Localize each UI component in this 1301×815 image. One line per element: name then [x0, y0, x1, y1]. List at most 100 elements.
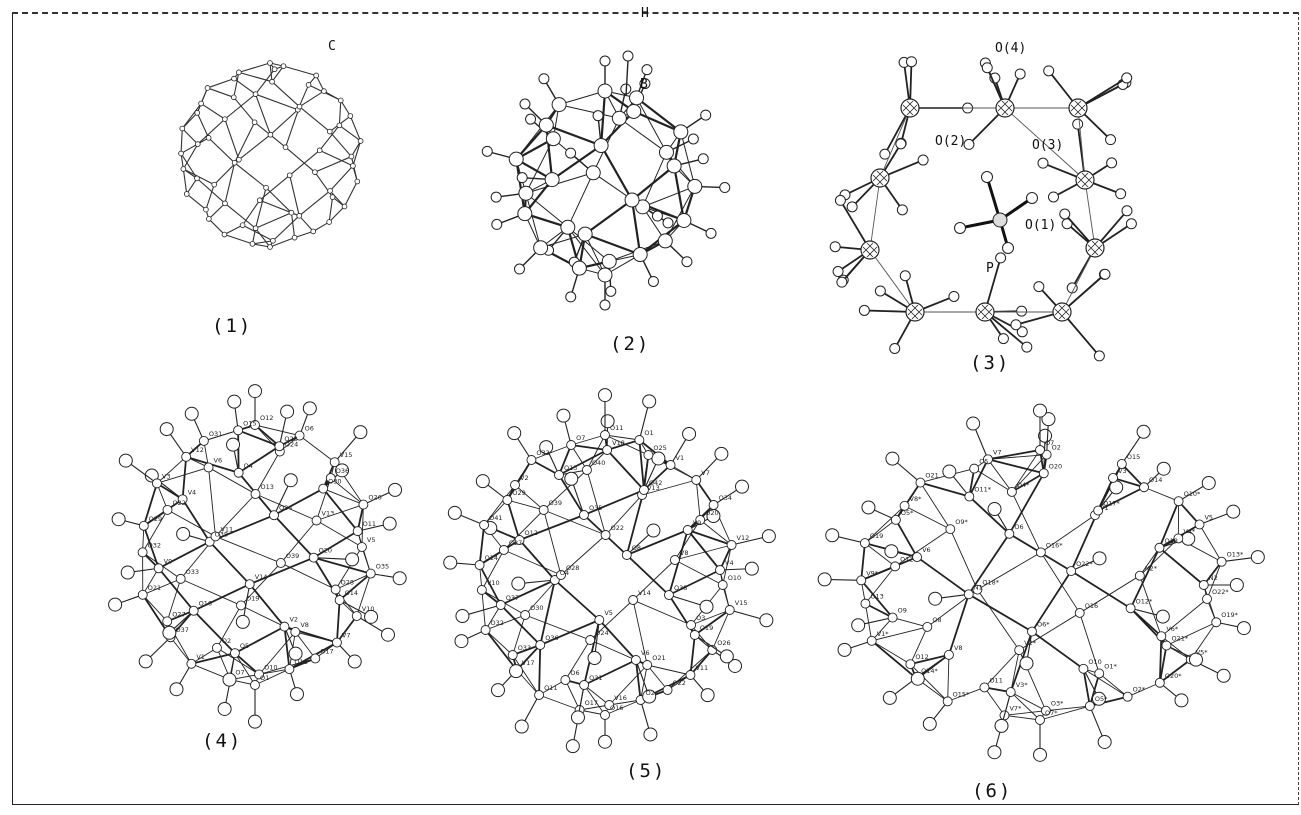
- vanadium-atom: [856, 575, 867, 586]
- v-o-bond: [156, 456, 187, 484]
- boron-atom: [508, 151, 524, 167]
- v-o-bond: [920, 481, 970, 498]
- bond: [181, 128, 199, 145]
- hydrogen-atom: [705, 227, 717, 239]
- vanadium-atom: [236, 600, 246, 611]
- vanadium-atom: [554, 470, 564, 480]
- v-o-bond: [641, 479, 697, 496]
- carbon-atom: [221, 231, 228, 238]
- b-b-bond: [567, 226, 606, 276]
- vanadium-atom: [318, 483, 329, 494]
- vanadium-atom: [1108, 472, 1118, 483]
- bond: [352, 140, 362, 167]
- carbon-atom: [326, 128, 333, 135]
- v-o-bond: [564, 639, 591, 681]
- terminal-oxygen-atom: [248, 714, 262, 729]
- panel-1: C (1): [170, 35, 370, 355]
- v-o-bond: [294, 631, 316, 659]
- v-o-bond: [208, 467, 256, 495]
- v-o-bond: [479, 539, 521, 566]
- v-o-bond: [538, 679, 566, 696]
- atom-label: O5: [979, 458, 988, 466]
- b-b-bond: [630, 199, 642, 255]
- terminal-oxygen-atom: [1033, 403, 1047, 418]
- vanadium-atom: [507, 650, 518, 660]
- hydrogen-atom: [519, 98, 531, 110]
- v-o-bond: [1079, 612, 1100, 674]
- terminal-oxygen-atom: [443, 555, 458, 570]
- v-o-bond: [643, 464, 672, 491]
- bond: [224, 162, 236, 204]
- b-h-bond: [625, 59, 629, 97]
- atom-label: V15: [340, 451, 353, 459]
- v-o-bond: [711, 609, 731, 651]
- metal-hatch: [1077, 172, 1093, 188]
- terminal-oxygen-atom: [511, 576, 526, 591]
- vanadium-atom: [520, 610, 531, 620]
- vanadium-atom: [294, 430, 305, 441]
- atom-label: V6: [214, 456, 223, 464]
- oxygen-atom: [1026, 192, 1038, 204]
- v-o-bond: [1045, 705, 1090, 712]
- atom-label: V12: [737, 534, 750, 542]
- v-o-bond: [668, 569, 721, 596]
- vanadium-atom: [717, 580, 728, 590]
- terminal-oxygen-atom: [1041, 412, 1056, 427]
- hydrogen-atom: [592, 110, 604, 122]
- v-o-bond: [142, 483, 158, 527]
- v-o-bond: [632, 599, 692, 626]
- bond: [181, 103, 202, 129]
- atom-label: O21: [652, 654, 665, 662]
- carbon-atom: [180, 166, 187, 172]
- framework-bond: [1077, 107, 1086, 181]
- atom-label: V7: [701, 469, 710, 477]
- bond: [255, 212, 292, 229]
- vanadium-atom: [210, 531, 221, 542]
- atom-label: O35: [376, 563, 389, 571]
- atom-label: O5: [240, 642, 249, 650]
- oxygen-atom: [896, 204, 908, 216]
- atom-label: V18: [612, 439, 625, 447]
- bond: [238, 71, 273, 83]
- boron-atom: [658, 144, 674, 160]
- oxygen-atom: [1105, 134, 1117, 146]
- hydrogen-atom: [647, 275, 659, 287]
- terminal-oxygen-atom: [651, 451, 666, 466]
- caption-3: (3): [970, 352, 1011, 374]
- caption-6: (6): [972, 780, 1013, 802]
- m-o-bond: [839, 199, 871, 251]
- terminal-oxygen-atom: [642, 394, 657, 409]
- metal-hatch: [902, 100, 918, 116]
- v-o-bond: [336, 615, 358, 644]
- v-o-bond: [894, 528, 951, 567]
- boron-atom: [597, 267, 613, 283]
- terminal-oxygen-atom: [1216, 668, 1231, 683]
- v-o-bond: [539, 619, 600, 646]
- vanadium-atom: [244, 579, 255, 590]
- b-b-bond: [558, 104, 620, 119]
- v-o-bond: [519, 514, 585, 541]
- atom-label: O26: [717, 639, 730, 647]
- vanadium-atom: [538, 505, 549, 515]
- framework-bond: [869, 249, 916, 313]
- atom-label: V6: [641, 649, 650, 657]
- carbon-atom: [336, 122, 343, 129]
- atom-label: O1: [260, 674, 269, 682]
- carbon-atom: [341, 203, 348, 210]
- oxygen-atom: [905, 56, 917, 68]
- v-o-bond: [608, 664, 648, 706]
- carbon-atom: [282, 144, 289, 151]
- framework-bond: [1004, 107, 1086, 181]
- oxygen-atom: [895, 138, 907, 150]
- vanadium-atom: [685, 670, 696, 680]
- b-b-bond: [584, 233, 641, 256]
- atom-label: V3: [162, 472, 171, 480]
- bond: [269, 237, 295, 248]
- bond: [319, 125, 340, 151]
- vanadium-atom: [153, 563, 164, 574]
- oxygen-atom: [1010, 319, 1022, 331]
- v-o-bond: [238, 445, 280, 474]
- boron-atom: [551, 97, 567, 113]
- carbon-atom: [222, 200, 228, 207]
